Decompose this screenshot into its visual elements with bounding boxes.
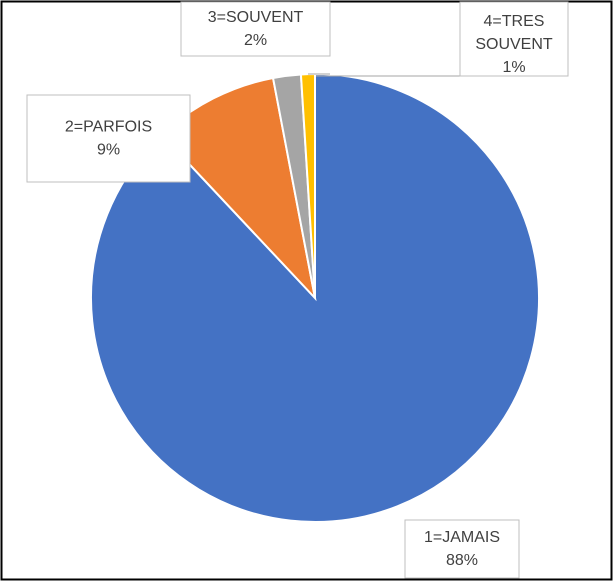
- label-box: [404, 519, 520, 579]
- category-label: 1=JAMAIS: [424, 529, 500, 546]
- label-box: [180, 1, 331, 57]
- value-label: 9%: [97, 142, 120, 159]
- category-label: 2=PARFOIS: [65, 119, 152, 136]
- value-label: 1%: [502, 59, 525, 76]
- value-label: 2%: [244, 32, 267, 49]
- value-label: 88%: [446, 552, 478, 569]
- label-box: [26, 94, 191, 183]
- label-box: [459, 1, 569, 77]
- category-label: 3=SOUVENT: [208, 9, 304, 26]
- category-label: 4=TRES SOUVENT: [475, 13, 553, 53]
